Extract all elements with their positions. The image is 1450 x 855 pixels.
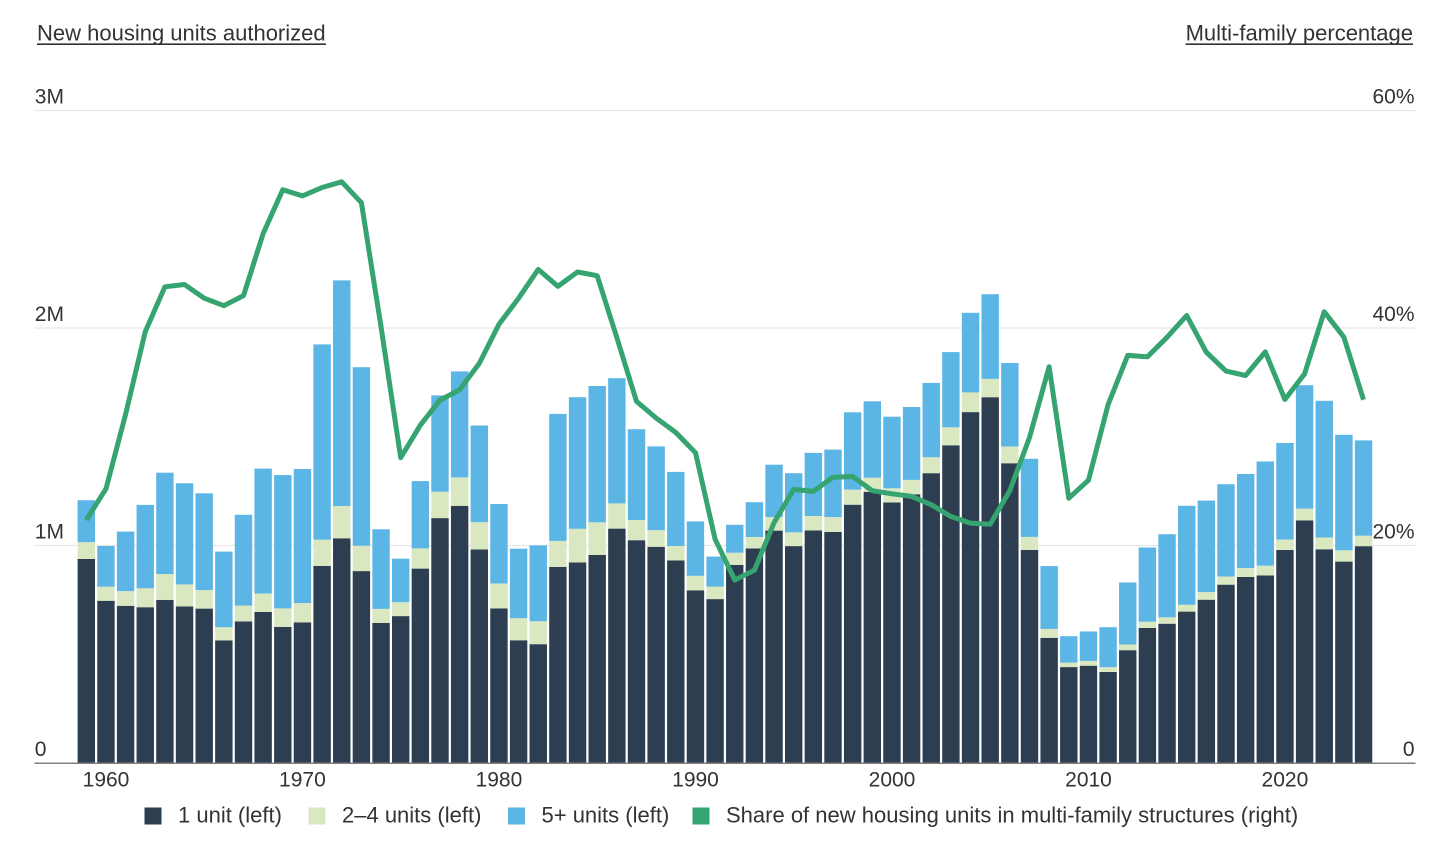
svg-text:20%: 20% — [1372, 521, 1414, 544]
svg-text:1980: 1980 — [476, 768, 523, 791]
svg-text:2M: 2M — [35, 303, 64, 326]
svg-text:1970: 1970 — [279, 768, 326, 791]
svg-text:0: 0 — [1403, 738, 1415, 761]
svg-text:2000: 2000 — [869, 768, 916, 791]
svg-text:New housing units authorized: New housing units authorized — [37, 21, 326, 46]
svg-text:2–4 units (left): 2–4 units (left) — [342, 803, 481, 828]
svg-text:0: 0 — [35, 738, 47, 761]
svg-text:1 unit (left): 1 unit (left) — [178, 803, 282, 828]
svg-text:2010: 2010 — [1065, 768, 1112, 791]
svg-text:1960: 1960 — [83, 768, 130, 791]
svg-text:2020: 2020 — [1262, 768, 1309, 791]
svg-text:3M: 3M — [35, 86, 64, 109]
svg-text:40%: 40% — [1372, 303, 1414, 326]
svg-text:1M: 1M — [35, 521, 64, 544]
svg-text:60%: 60% — [1372, 86, 1414, 109]
svg-text:5+ units (left): 5+ units (left) — [542, 803, 670, 828]
svg-text:1990: 1990 — [672, 768, 719, 791]
svg-text:Share of new housing units in: Share of new housing units in multi-fami… — [726, 803, 1298, 828]
svg-text:Multi-family percentage: Multi-family percentage — [1186, 21, 1413, 46]
